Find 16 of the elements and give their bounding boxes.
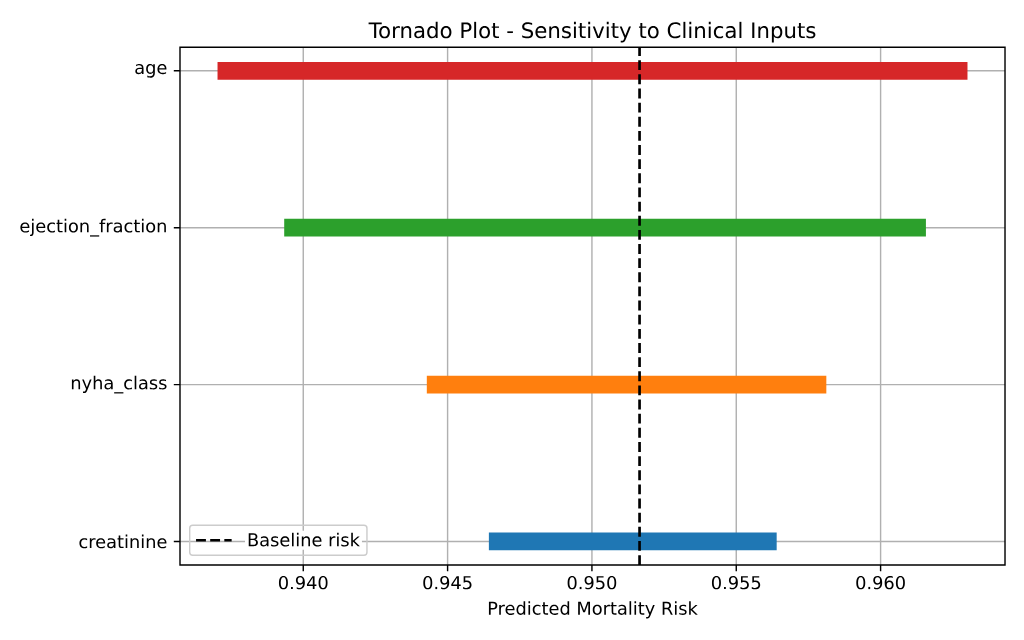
x-tick-label: 0.955	[711, 575, 761, 590]
y-tick-label: ejection_fraction	[20, 218, 166, 237]
y-tick-label: age	[135, 63, 167, 78]
ref-line-label: Baseline risk	[248, 532, 360, 547]
x-tick-label: 0.950	[567, 575, 617, 590]
chart-title: Tornado Plot - Sensitivity to Clinical Inputs	[368, 21, 816, 43]
bar	[426, 375, 827, 394]
x-axis-title: Predicted Mortality Risk	[488, 601, 698, 619]
bar	[217, 61, 968, 80]
x-tick-label: 0.940	[278, 575, 328, 590]
bar	[488, 532, 777, 551]
x-tick-label: 0.945	[423, 575, 472, 590]
bar	[284, 218, 926, 237]
y-tick-label: nyha_class	[71, 375, 167, 394]
x-tick-label: 0.960	[856, 575, 905, 590]
y-tick-label: creatinine	[79, 534, 167, 549]
